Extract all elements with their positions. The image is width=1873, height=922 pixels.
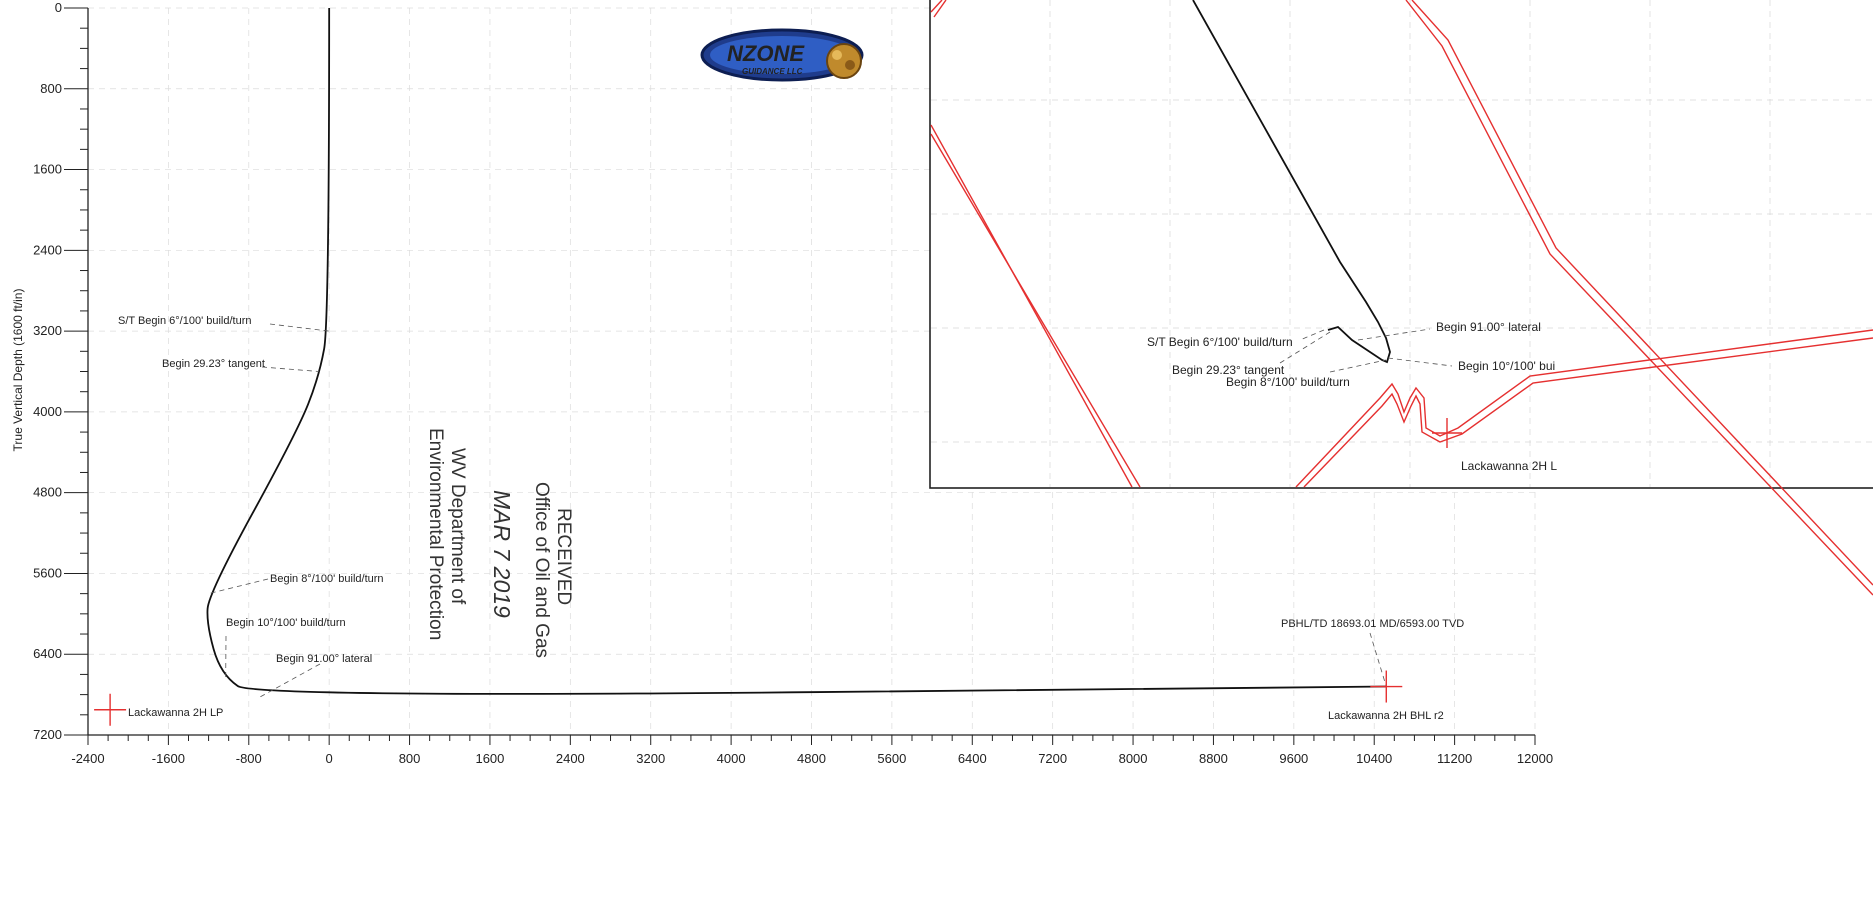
- y-tick-label: 1600: [33, 162, 62, 177]
- x-tick-label: -1600: [152, 751, 185, 766]
- stamp-line-dept: WV Department of: [447, 448, 468, 605]
- x-tick-label: 6400: [958, 751, 987, 766]
- annotation-leader-line: [261, 366, 320, 372]
- y-tick-label: 4800: [33, 485, 62, 500]
- y-tick-label: 800: [40, 81, 62, 96]
- inset-annotation-tangent: Begin 29.23° tangent: [1172, 363, 1285, 377]
- annotation-begin-10-build: Begin 10°/100' build/turn: [226, 617, 346, 629]
- logo-wordmark: NZONE: [727, 41, 805, 66]
- x-tick-label: 12000: [1517, 751, 1553, 766]
- well-path-series: [206, 7, 1387, 695]
- x-tick-label: 7200: [1038, 751, 1067, 766]
- x-tick-label: 5600: [877, 751, 906, 766]
- y-tick-label: 7200: [33, 727, 62, 742]
- annotation-st-begin: S/T Begin 6°/100' build/turn: [118, 315, 252, 327]
- x-axis-ticks: -2400 -1600 -800 0 800 1600 2400 3200 4000 4800 56…: [71, 735, 1553, 766]
- well-path-line: [206, 7, 1387, 695]
- target-label-bhl: Lackawanna 2H BHL r2: [1328, 710, 1444, 722]
- y-axis-title: True Vertical Depth (1600 ft/in): [11, 289, 25, 452]
- inset-annotation-10-build: Begin 10°/100' bui: [1458, 359, 1555, 373]
- logo-subtext: GUIDANCE LLC: [742, 67, 803, 76]
- x-tick-label: -800: [236, 751, 262, 766]
- x-tick-label: 4800: [797, 751, 826, 766]
- y-axis-ticks: 0 800 1600 2400 3200 4000 4800 5600 6400 7200: [33, 0, 88, 742]
- annotation-leader-line: [208, 578, 269, 595]
- x-tick-label: 8000: [1119, 751, 1148, 766]
- y-tick-label: 3200: [33, 323, 62, 338]
- stamp-line-received: RECEIVED: [553, 508, 574, 605]
- x-tick-label: 4000: [717, 751, 746, 766]
- annotation-pbhl-td: PBHL/TD 18693.01 MD/6593.00 TVD: [1281, 618, 1464, 630]
- annotation-begin-tangent: Begin 29.23° tangent: [162, 358, 265, 370]
- inset-annotation-lateral: Begin 91.00° lateral: [1436, 320, 1541, 334]
- inset-annotation-st: S/T Begin 6°/100' build/turn: [1147, 335, 1293, 349]
- stamp-line-date: MAR 7 2019: [489, 490, 515, 618]
- inset-plan-view: Begin 91.00° lateral S/T Begin 6°/100' b…: [929, 0, 1873, 596]
- target-label-lp: Lackawanna 2H LP: [128, 707, 223, 719]
- inset-lease-boundary: [930, 0, 1873, 596]
- inset-target-marker: [1432, 418, 1462, 448]
- y-tick-label: 0: [55, 0, 62, 15]
- x-tick-label: 8800: [1199, 751, 1228, 766]
- annotation-leader-line: [1369, 632, 1387, 687]
- x-tick-label: 3200: [636, 751, 665, 766]
- x-tick-label: -2400: [71, 751, 104, 766]
- x-tick-label: 800: [399, 751, 421, 766]
- inset-annotation-8-build: Begin 8°/100' build/turn: [1226, 375, 1350, 389]
- y-tick-label: 5600: [33, 565, 62, 580]
- inset-grid: [931, 0, 1873, 487]
- x-tick-label: 9600: [1279, 751, 1308, 766]
- stamp-line-office: Office of Oil and Gas: [531, 482, 552, 658]
- annotation-leader-line: [258, 663, 321, 698]
- inset-target-label: Lackawanna 2H L: [1461, 459, 1557, 473]
- annotation-begin-8-build: Begin 8°/100' build/turn: [270, 573, 384, 585]
- annotation-leaders: [208, 323, 1387, 698]
- received-stamp: RECEIVED Office of Oil and Gas MAR 7 201…: [425, 428, 574, 658]
- x-tick-label: 11200: [1437, 751, 1472, 766]
- target-markers: [94, 670, 1403, 726]
- stamp-line-env: Environmental Protection: [425, 428, 446, 640]
- inset-leaders: [1279, 328, 1453, 373]
- annotation-leader-line: [269, 323, 330, 332]
- x-tick-label: 2400: [556, 751, 585, 766]
- company-logo: NZONE GUIDANCE LLC: [700, 28, 864, 82]
- y-tick-label: 6400: [33, 646, 62, 661]
- x-tick-label: 0: [326, 751, 333, 766]
- inset-well-path: [1192, 0, 1391, 364]
- x-tick-label: 10400: [1356, 751, 1392, 766]
- y-tick-label: 4000: [33, 404, 62, 419]
- annotation-begin-lateral: Begin 91.00° lateral: [276, 653, 372, 665]
- y-tick-label: 2400: [33, 242, 62, 257]
- x-tick-label: 1600: [475, 751, 504, 766]
